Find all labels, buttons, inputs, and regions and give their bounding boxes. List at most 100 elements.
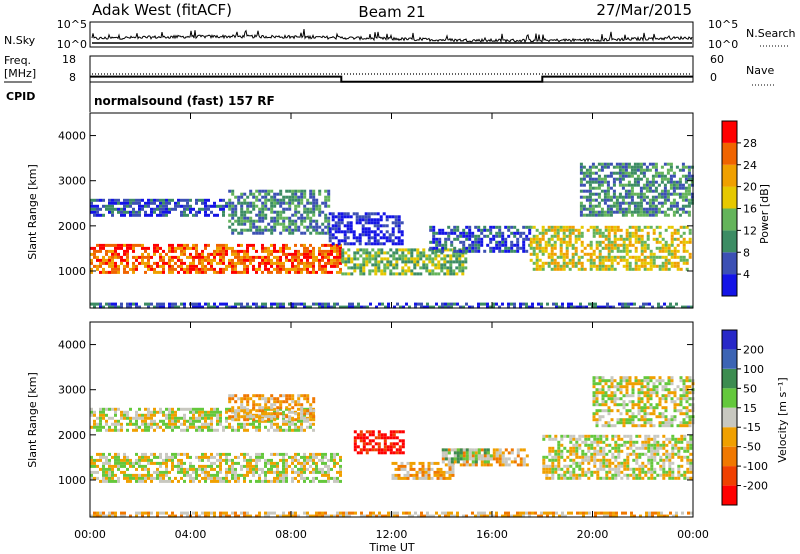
heatmap-cell — [664, 246, 668, 250]
heatmap-cell — [663, 201, 667, 205]
nsky-panel: N.Sky 10^5 10^0 10^5 10^0 N.Search — [4, 18, 796, 51]
heatmap-cell — [492, 246, 496, 250]
heatmap-cell — [639, 213, 643, 217]
heatmap-cell — [258, 473, 261, 477]
heatmap-cell — [249, 415, 253, 419]
heatmap-cell — [643, 225, 647, 229]
heatmap-cell — [434, 257, 438, 261]
heatmap-cell — [438, 305, 441, 309]
heatmap-cell — [582, 174, 586, 178]
heatmap-cell — [444, 457, 448, 461]
heatmap-cell — [189, 198, 192, 202]
heatmap-cell — [342, 305, 345, 309]
heatmap-cell — [606, 207, 610, 211]
heatmap-cell — [144, 455, 147, 459]
heatmap-cell — [258, 305, 261, 309]
heatmap-cell — [270, 419, 273, 423]
heatmap-cell — [650, 470, 654, 474]
heatmap-cell — [339, 261, 342, 265]
heatmap-cell — [597, 180, 601, 184]
heatmap-cell — [285, 422, 288, 426]
heatmap-cell — [427, 473, 431, 477]
heatmap-cell — [621, 195, 625, 199]
heatmap-cell — [300, 409, 304, 413]
heatmap-cell — [600, 305, 603, 309]
heatmap-cell — [309, 464, 312, 468]
heatmap-cell — [352, 230, 356, 234]
heatmap-cell — [270, 210, 274, 214]
heatmap-cell — [471, 463, 475, 467]
heatmap-cell — [376, 221, 380, 225]
heatmap-cell — [594, 213, 598, 217]
heatmap-cell — [471, 305, 474, 309]
heatmap-cell — [581, 461, 585, 465]
heatmap-cell — [610, 400, 614, 404]
heatmap-cell — [655, 225, 659, 229]
heatmap-cell — [582, 165, 586, 169]
heatmap-cell — [689, 467, 693, 471]
heatmap-cell — [153, 246, 156, 250]
heatmap-cell — [450, 460, 454, 464]
heatmap-cell — [584, 473, 588, 477]
heatmap-cell — [364, 230, 368, 234]
heatmap-cell — [623, 461, 627, 465]
heatmap-cell — [688, 228, 692, 232]
heatmap-cell — [678, 180, 682, 184]
heatmap-cell — [624, 195, 628, 199]
heatmap-cell — [303, 189, 307, 193]
heatmap-cell — [677, 446, 681, 450]
heatmap-cell — [639, 171, 643, 175]
heatmap-cell — [318, 207, 322, 211]
colorbar-tick-label: 28 — [743, 137, 757, 150]
heatmap-cell — [132, 428, 135, 432]
heatmap-cell — [571, 225, 575, 229]
heatmap-cell — [610, 418, 614, 422]
heatmap-cell — [671, 455, 675, 459]
heatmap-cell — [641, 443, 645, 447]
heatmap-cell — [216, 410, 219, 414]
heatmap-cell — [450, 463, 454, 467]
nsearch-label: N.Search — [746, 27, 796, 40]
heatmap-cell — [177, 246, 180, 250]
heatmap-cell — [285, 406, 289, 410]
heatmap-cell — [333, 461, 336, 465]
heatmap-cell — [270, 201, 274, 205]
heatmap-cell — [653, 467, 657, 471]
heatmap-cell — [501, 302, 504, 306]
heatmap-cell — [664, 243, 668, 247]
heatmap-cell — [654, 210, 658, 214]
heatmap-cell — [285, 201, 289, 205]
heatmap-cell — [495, 451, 499, 455]
heatmap-cell — [144, 425, 147, 429]
heatmap-cell — [291, 428, 294, 432]
heatmap-cell — [300, 470, 303, 474]
heatmap-cell — [474, 448, 478, 452]
heatmap-cell — [607, 397, 611, 401]
heatmap-cell — [249, 461, 252, 465]
heatmap-cell — [550, 243, 554, 247]
heatmap-cell — [240, 192, 244, 196]
heatmap-cell — [618, 162, 622, 166]
heatmap-cell — [210, 258, 213, 262]
heatmap-cell — [270, 422, 273, 426]
heatmap-cell — [604, 424, 608, 428]
heatmap-cell — [255, 452, 258, 456]
heatmap-cell — [646, 231, 650, 235]
heatmap-cell — [377, 248, 381, 252]
heatmap-cell — [437, 272, 441, 276]
heatmap-cell — [240, 210, 244, 214]
heatmap-cell — [663, 195, 667, 199]
heatmap-cell — [353, 442, 357, 446]
heatmap-cell — [602, 455, 606, 459]
heatmap-cell — [165, 213, 168, 217]
heatmap-cell — [516, 454, 520, 458]
heatmap-cell — [686, 443, 690, 447]
heatmap-cell — [440, 266, 444, 270]
heatmap-cell — [441, 305, 444, 309]
heatmap-cell — [607, 249, 611, 253]
heatmap-cell — [282, 195, 286, 199]
heatmap-cell — [198, 467, 201, 471]
heatmap-cell — [588, 183, 592, 187]
heatmap-cell — [439, 467, 443, 471]
heatmap-cell — [382, 236, 386, 240]
